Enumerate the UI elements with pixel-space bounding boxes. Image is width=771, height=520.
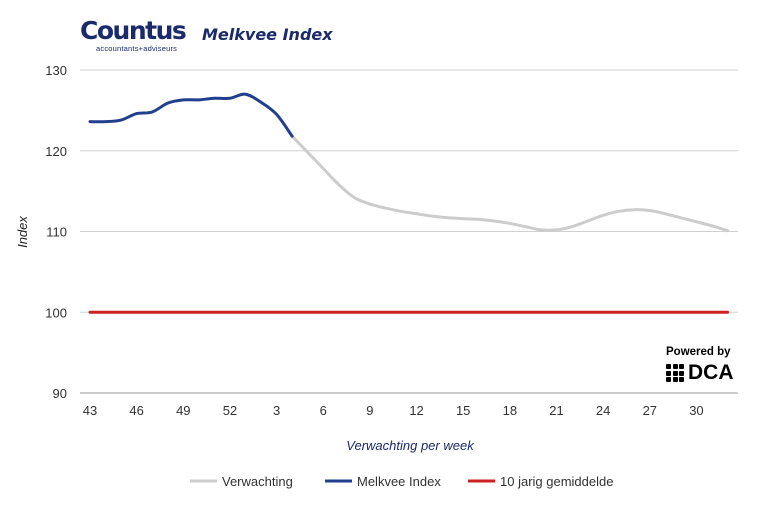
x-tick-label: 18 [503,403,517,418]
x-tick-label: 12 [409,403,423,418]
y-tick-label: 130 [45,63,67,78]
x-tick-label: 3 [273,403,280,418]
x-tick-label: 6 [320,403,327,418]
series-line-melkvee-index [88,92,294,138]
y-axis-label: Index [15,216,30,248]
x-tick-label: 24 [596,403,610,418]
countus-logo: Countus accountants+adviseurs [80,16,187,54]
legend-label: 10 jarig gemiddelde [500,474,613,489]
logo-subtext: accountants+adviseurs [96,44,178,53]
dca-logo: DCA [666,361,734,385]
y-tick-label: 90 [53,386,67,401]
x-tick-label: 49 [176,403,190,418]
powered-by-label: Powered by [666,346,731,358]
x-tick-label: 21 [549,403,563,418]
x-tick-label: 43 [83,403,97,418]
legend-label: Melkvee Index [357,474,441,489]
x-tick-label: 15 [456,403,470,418]
y-tick-label: 110 [46,225,67,240]
x-tick-label: 52 [223,403,237,418]
legend-label: Verwachting [222,474,293,489]
x-tick-label: 27 [643,403,657,418]
logo-text: Countus [80,16,187,45]
chart-title: Melkvee Index [202,25,333,44]
x-tick-label: 46 [129,403,143,418]
x-axis-label: Verwachting per week [346,438,475,453]
x-tick-label: 9 [366,403,373,418]
dca-brand-text: DCA [688,361,734,384]
x-tick-label: 30 [689,403,703,418]
y-tick-label: 100 [45,305,67,320]
y-tick-label: 120 [45,144,67,159]
series-line-verwachting [290,134,730,233]
dca-grid-icon [666,364,684,382]
